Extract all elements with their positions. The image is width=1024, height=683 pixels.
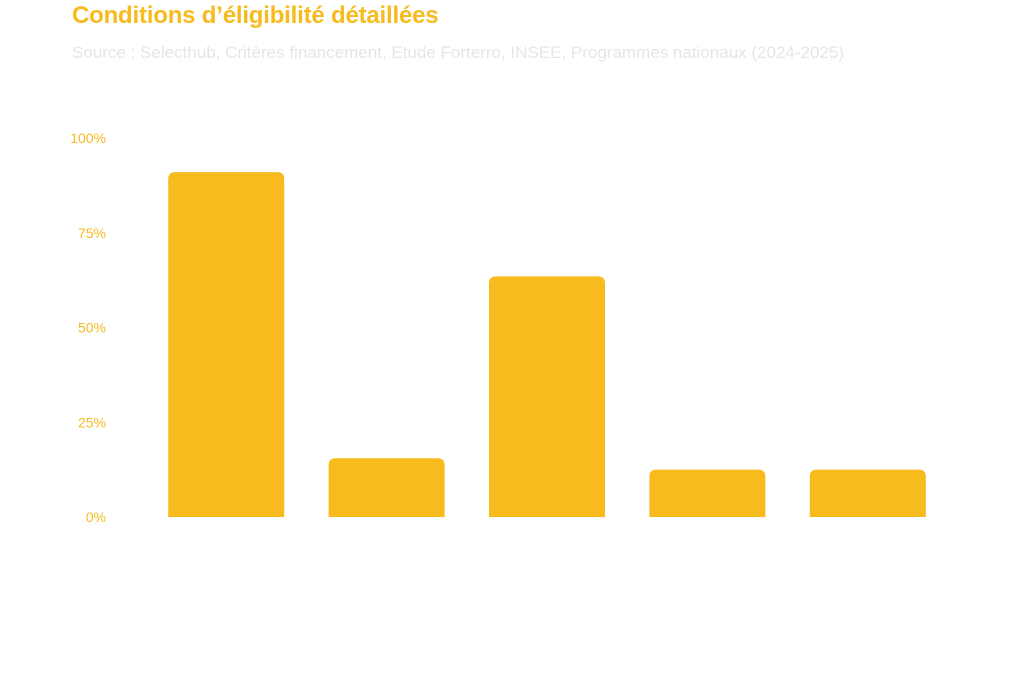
chart-title: Conditions d’éligibilité détaillées [72, 2, 439, 29]
y-axis: 0% 25% 50% 75% 100% [70, 130, 106, 525]
bar [328, 458, 445, 517]
bar [168, 172, 285, 518]
bar [489, 276, 605, 517]
bar [809, 469, 926, 517]
y-tick-label: 75% [78, 225, 106, 241]
chart-subtitle: Source : Selecthub, Critères financement… [72, 43, 844, 62]
y-tick-label: 0% [86, 509, 106, 525]
bar [649, 469, 766, 517]
y-tick-label: 25% [78, 414, 106, 430]
y-tick-label: 100% [70, 130, 106, 146]
y-tick-label: 50% [78, 320, 106, 336]
bars-group [168, 172, 926, 518]
